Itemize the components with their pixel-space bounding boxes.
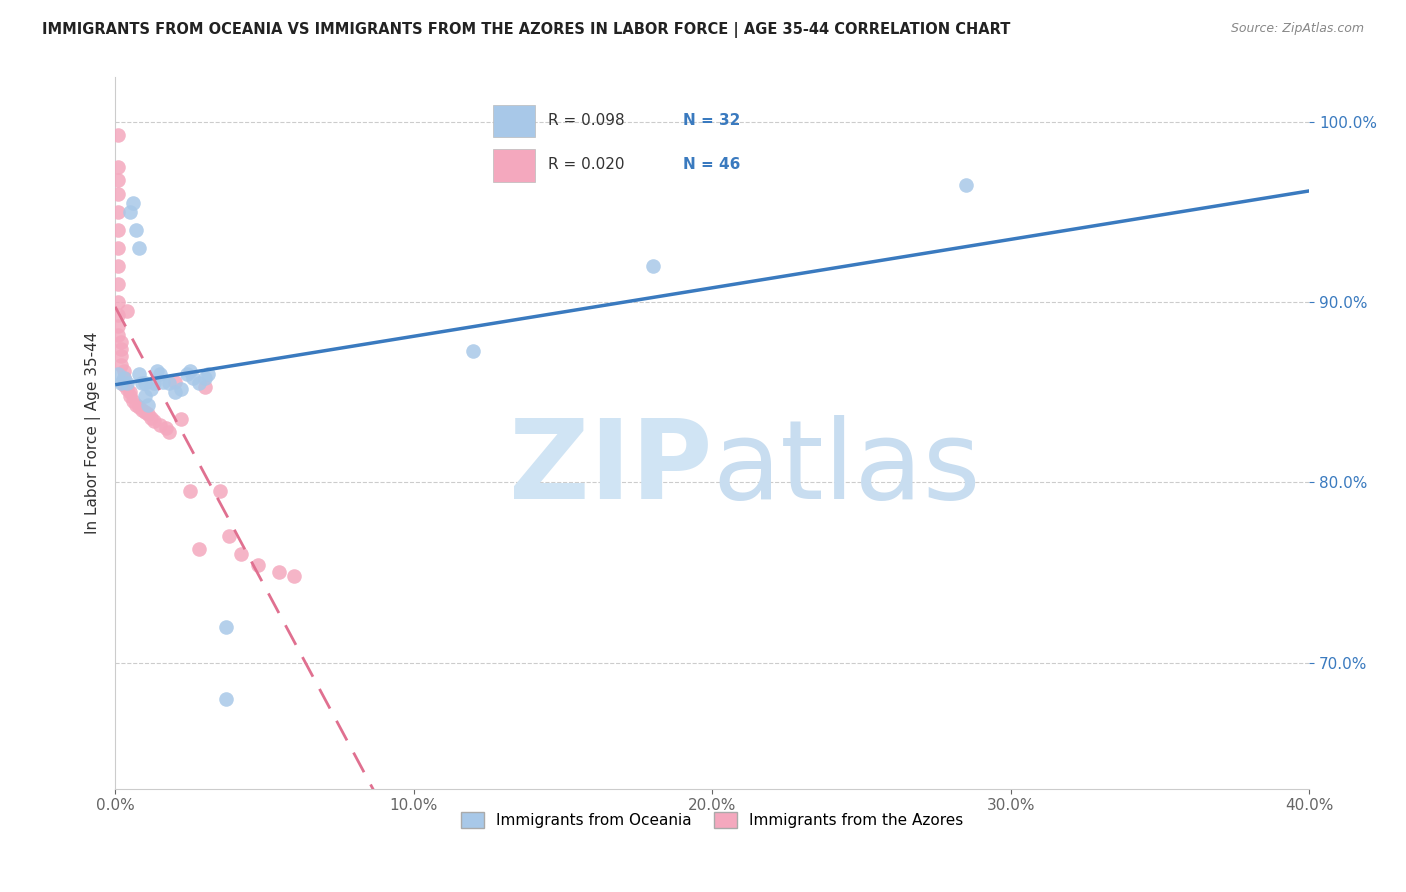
Point xyxy=(136,398,159,412)
Point xyxy=(125,223,148,237)
Text: IMMIGRANTS FROM OCEANIA VS IMMIGRANTS FROM THE AZORES IN LABOR FORCE | AGE 35-44: IMMIGRANTS FROM OCEANIA VS IMMIGRANTS FR… xyxy=(42,22,1011,38)
Point xyxy=(143,376,166,391)
Point xyxy=(107,223,129,237)
Legend: Immigrants from Oceania, Immigrants from the Azores: Immigrants from Oceania, Immigrants from… xyxy=(454,806,970,834)
Point xyxy=(139,382,162,396)
Point xyxy=(134,376,156,391)
Point xyxy=(139,410,162,425)
Point xyxy=(136,407,159,421)
Point xyxy=(115,382,138,396)
Point xyxy=(194,371,217,385)
Point xyxy=(149,368,172,382)
Point xyxy=(131,376,153,391)
Point xyxy=(187,542,209,557)
Point xyxy=(128,368,150,382)
Point xyxy=(112,378,135,392)
Point xyxy=(155,421,177,435)
Point xyxy=(463,344,485,359)
Point xyxy=(641,260,664,274)
Point xyxy=(110,359,132,373)
Point xyxy=(170,412,193,426)
Point xyxy=(134,405,156,419)
Point xyxy=(134,389,156,403)
Text: ZIP: ZIP xyxy=(509,415,713,522)
Point xyxy=(181,371,204,385)
Point xyxy=(208,484,231,499)
Point xyxy=(125,398,148,412)
Point xyxy=(110,350,132,364)
Point xyxy=(163,375,186,389)
Point xyxy=(955,178,977,193)
Point xyxy=(194,380,217,394)
Point xyxy=(157,425,180,439)
Point xyxy=(218,529,240,543)
Point xyxy=(107,173,129,187)
Point xyxy=(131,403,153,417)
Point xyxy=(107,295,129,310)
Point xyxy=(112,364,135,378)
Point xyxy=(107,187,129,202)
Point xyxy=(110,343,132,357)
Point xyxy=(163,385,186,400)
Point xyxy=(107,161,129,175)
Point xyxy=(214,691,236,706)
Point xyxy=(197,368,219,382)
Point xyxy=(157,376,180,391)
Point xyxy=(112,371,135,385)
Point xyxy=(107,242,129,256)
Point xyxy=(214,619,236,633)
Point xyxy=(120,205,142,219)
Point xyxy=(179,364,201,378)
Text: atlas: atlas xyxy=(713,415,981,522)
Point xyxy=(170,382,193,396)
Point xyxy=(122,394,145,409)
Point xyxy=(115,304,138,318)
Text: Source: ZipAtlas.com: Source: ZipAtlas.com xyxy=(1230,22,1364,36)
Y-axis label: In Labor Force | Age 35-44: In Labor Force | Age 35-44 xyxy=(86,332,101,534)
Point xyxy=(176,368,198,382)
Point xyxy=(247,558,270,573)
Point xyxy=(107,327,129,342)
Point xyxy=(107,277,129,292)
Point xyxy=(107,260,129,274)
Point xyxy=(128,400,150,414)
Point xyxy=(187,376,209,391)
Point xyxy=(110,334,132,349)
Point xyxy=(143,414,166,428)
Point xyxy=(152,375,174,389)
Point xyxy=(107,128,129,142)
Point xyxy=(269,566,291,580)
Point xyxy=(120,389,142,403)
Point xyxy=(283,569,305,583)
Point xyxy=(107,205,129,219)
Point xyxy=(110,376,132,391)
Point xyxy=(149,417,172,432)
Point xyxy=(112,371,135,385)
Point xyxy=(146,364,169,378)
Point xyxy=(115,376,138,391)
Point xyxy=(120,385,142,400)
Point xyxy=(122,196,145,211)
Point xyxy=(128,242,150,256)
Point xyxy=(107,368,129,382)
Point xyxy=(107,318,129,333)
Point xyxy=(179,484,201,499)
Point xyxy=(229,548,252,562)
Point xyxy=(107,308,129,322)
